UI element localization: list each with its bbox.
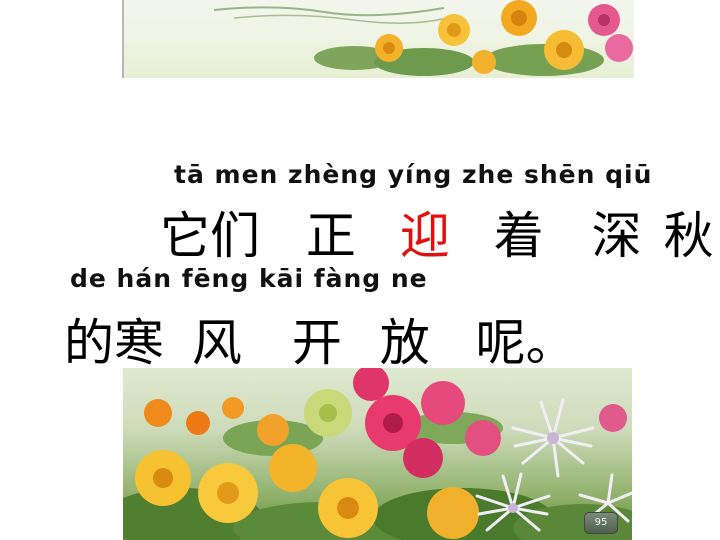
top-flowers-drawing xyxy=(213,0,633,76)
hanzi-line-2: 的寒 风 开 放 呢。 xyxy=(64,303,576,375)
bottom-pink-flowers xyxy=(353,368,627,478)
bottom-yellow-flowers xyxy=(135,444,479,539)
hanzi-word: 的寒 xyxy=(64,314,164,372)
hanzi-highlight-word: 迎 xyxy=(399,207,450,265)
hanzi-word: 着 xyxy=(493,207,544,265)
hanzi-word: 开 xyxy=(291,314,342,372)
hanzi-word: 正 xyxy=(305,207,356,265)
hanzi-word: 深 xyxy=(591,207,642,265)
bottom-green-flowers xyxy=(304,389,352,437)
hanzi-word: 呢。 xyxy=(475,314,576,372)
top-pink-flowers xyxy=(588,4,633,62)
hanzi-word: 放 xyxy=(379,314,430,372)
bottom-flowers-drawing xyxy=(123,368,632,540)
pinyin-line-1: tā men zhèng yíng zhe shēn qiū xyxy=(174,160,653,189)
bottom-orange-flowers xyxy=(144,397,289,446)
bottom-chrysanthemum-illustration: 95 xyxy=(123,368,632,540)
top-yellow-flowers xyxy=(375,0,584,74)
hanzi-word: 风 xyxy=(191,314,242,372)
hanzi-line-1: 它们 正 迎 着 深 秋 xyxy=(160,196,714,268)
page-number-badge: 95 xyxy=(584,512,618,534)
hanzi-word: 它们 xyxy=(160,207,260,265)
hanzi-word: 秋 xyxy=(663,207,714,265)
top-chrysanthemum-illustration xyxy=(122,0,634,78)
pinyin-line-2: de hán fēng kāi fàng ne xyxy=(70,264,428,293)
bottom-white-spider-flowers xyxy=(475,398,632,532)
